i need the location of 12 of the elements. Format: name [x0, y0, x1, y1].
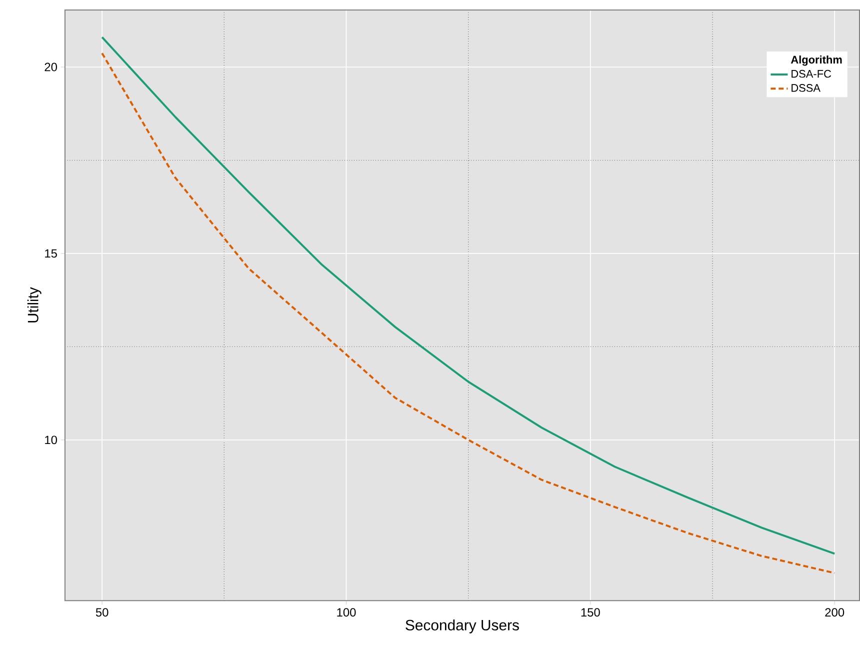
x-tick-label: 200	[825, 608, 844, 617]
legend-label: DSA-FC	[792, 70, 832, 78]
y-tick-label: 10	[45, 436, 58, 444]
y-tick-label: 20	[44, 63, 58, 72]
legend-label: DSSA	[792, 84, 820, 92]
x-tick-label: 50	[96, 608, 108, 617]
x-tick-label: 100	[337, 608, 356, 617]
legend-title: Algorithm	[790, 56, 842, 66]
y-axis-title: Utility	[27, 287, 42, 323]
y-tick-label: 15	[45, 250, 57, 258]
x-axis-title: Secondary Users	[406, 620, 519, 634]
x-tick-label: 150	[581, 608, 600, 617]
